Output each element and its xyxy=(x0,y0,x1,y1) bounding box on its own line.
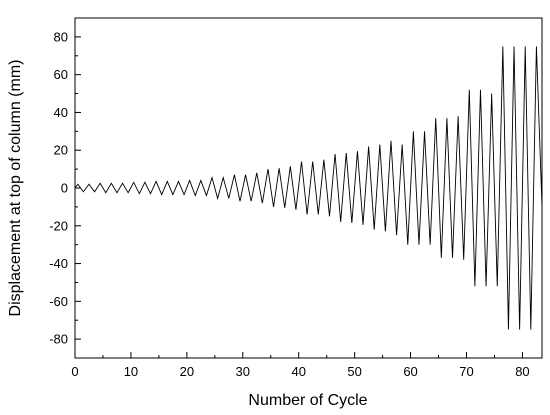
x-tick-label: 10 xyxy=(124,364,138,379)
y-tick-label: -60 xyxy=(49,294,68,309)
x-tick-label: 70 xyxy=(459,364,473,379)
x-tick-label: 20 xyxy=(180,364,194,379)
y-tick-label: 60 xyxy=(54,67,68,82)
x-tick-label: 0 xyxy=(71,364,78,379)
y-tick-label: 40 xyxy=(54,105,68,120)
y-tick-label: 20 xyxy=(54,143,68,158)
x-tick-label: 50 xyxy=(347,364,361,379)
x-tick-label: 40 xyxy=(291,364,305,379)
series-line-0 xyxy=(75,46,542,330)
x-axis-ticks: 0 10 20 30 40 50 60 70 80 xyxy=(71,352,530,379)
y-tick-label: 0 xyxy=(61,181,68,196)
y-axis-title: Displacement at top of column (mm) xyxy=(7,60,24,317)
y-axis-ticks: -80 -60 -40 -20 0 20 40 60 80 xyxy=(49,17,81,359)
x-tick-label: 60 xyxy=(403,364,417,379)
x-tick-label: 80 xyxy=(515,364,529,379)
x-axis-title: Number of Cycle xyxy=(248,392,367,409)
y-tick-label: -20 xyxy=(49,218,68,233)
y-tick-label: 80 xyxy=(54,29,68,44)
y-tick-label: -80 xyxy=(49,332,68,347)
series-layer xyxy=(75,46,542,330)
y-tick-label: -40 xyxy=(49,256,68,271)
x-tick-label: 30 xyxy=(236,364,250,379)
